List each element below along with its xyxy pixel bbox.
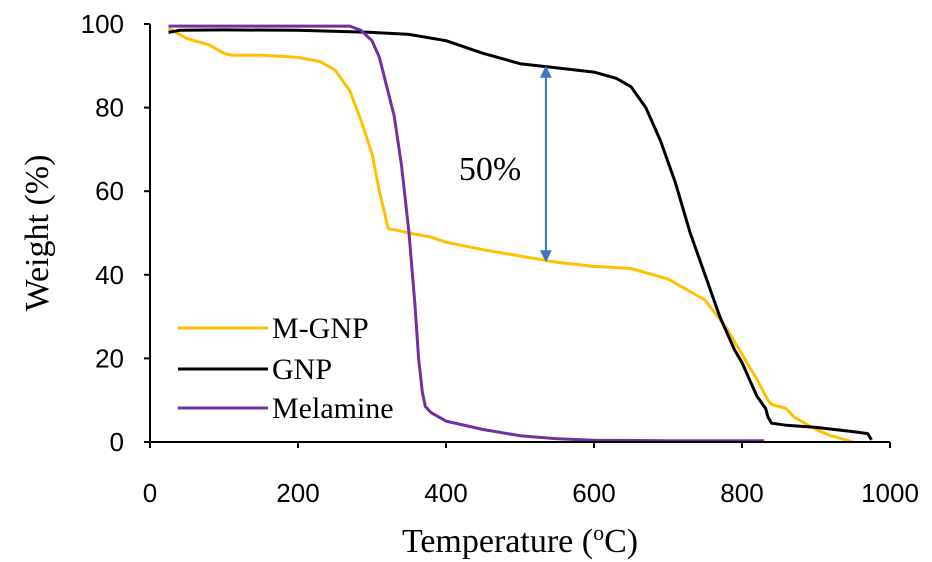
y-tick-label: 40 (95, 260, 124, 290)
x-tick-label: 0 (143, 478, 157, 508)
y-tick-label: 60 (95, 176, 124, 206)
y-tick-label: 0 (110, 427, 124, 457)
y-tick-label: 80 (95, 93, 124, 123)
y-tick-label: 20 (95, 343, 124, 373)
legend-label-melamine: Melamine (272, 392, 394, 425)
x-axis-title-main: Temperature ( (402, 523, 593, 560)
legend-label-m-gnp: M-GNP (272, 312, 369, 345)
series-line-m-gnp (167, 26, 854, 444)
x-tick-label: 800 (720, 478, 763, 508)
annotation-arrow-head-bottom (539, 250, 552, 263)
y-axis-title: Weight (%) (19, 155, 56, 312)
x-tick-label: 1000 (861, 478, 919, 508)
legend-label-gnp: GNP (272, 353, 332, 386)
x-tick-label: 200 (276, 478, 319, 508)
x-tick-label: 600 (572, 478, 615, 508)
series-line-melamine (168, 24, 765, 443)
annotation-label: 50% (459, 151, 521, 188)
x-axis-title-superscript: o (593, 520, 604, 545)
x-tick-label: 400 (424, 478, 467, 508)
y-axis-ticks: 0 20 40 60 80 100 (81, 9, 150, 457)
x-axis-ticks: 0 200 400 600 800 1000 (143, 442, 919, 508)
series-line-gnp (168, 28, 873, 441)
annotation-arrow (539, 65, 552, 263)
legend: M-GNP GNP Melamine (178, 312, 394, 425)
annotation-arrow-head-top (539, 65, 552, 78)
y-tick-label: 100 (81, 9, 124, 39)
plot-lines (167, 24, 873, 444)
x-axis-title-end: C) (604, 523, 638, 560)
x-axis-title: Temperature (oC) (402, 520, 638, 560)
